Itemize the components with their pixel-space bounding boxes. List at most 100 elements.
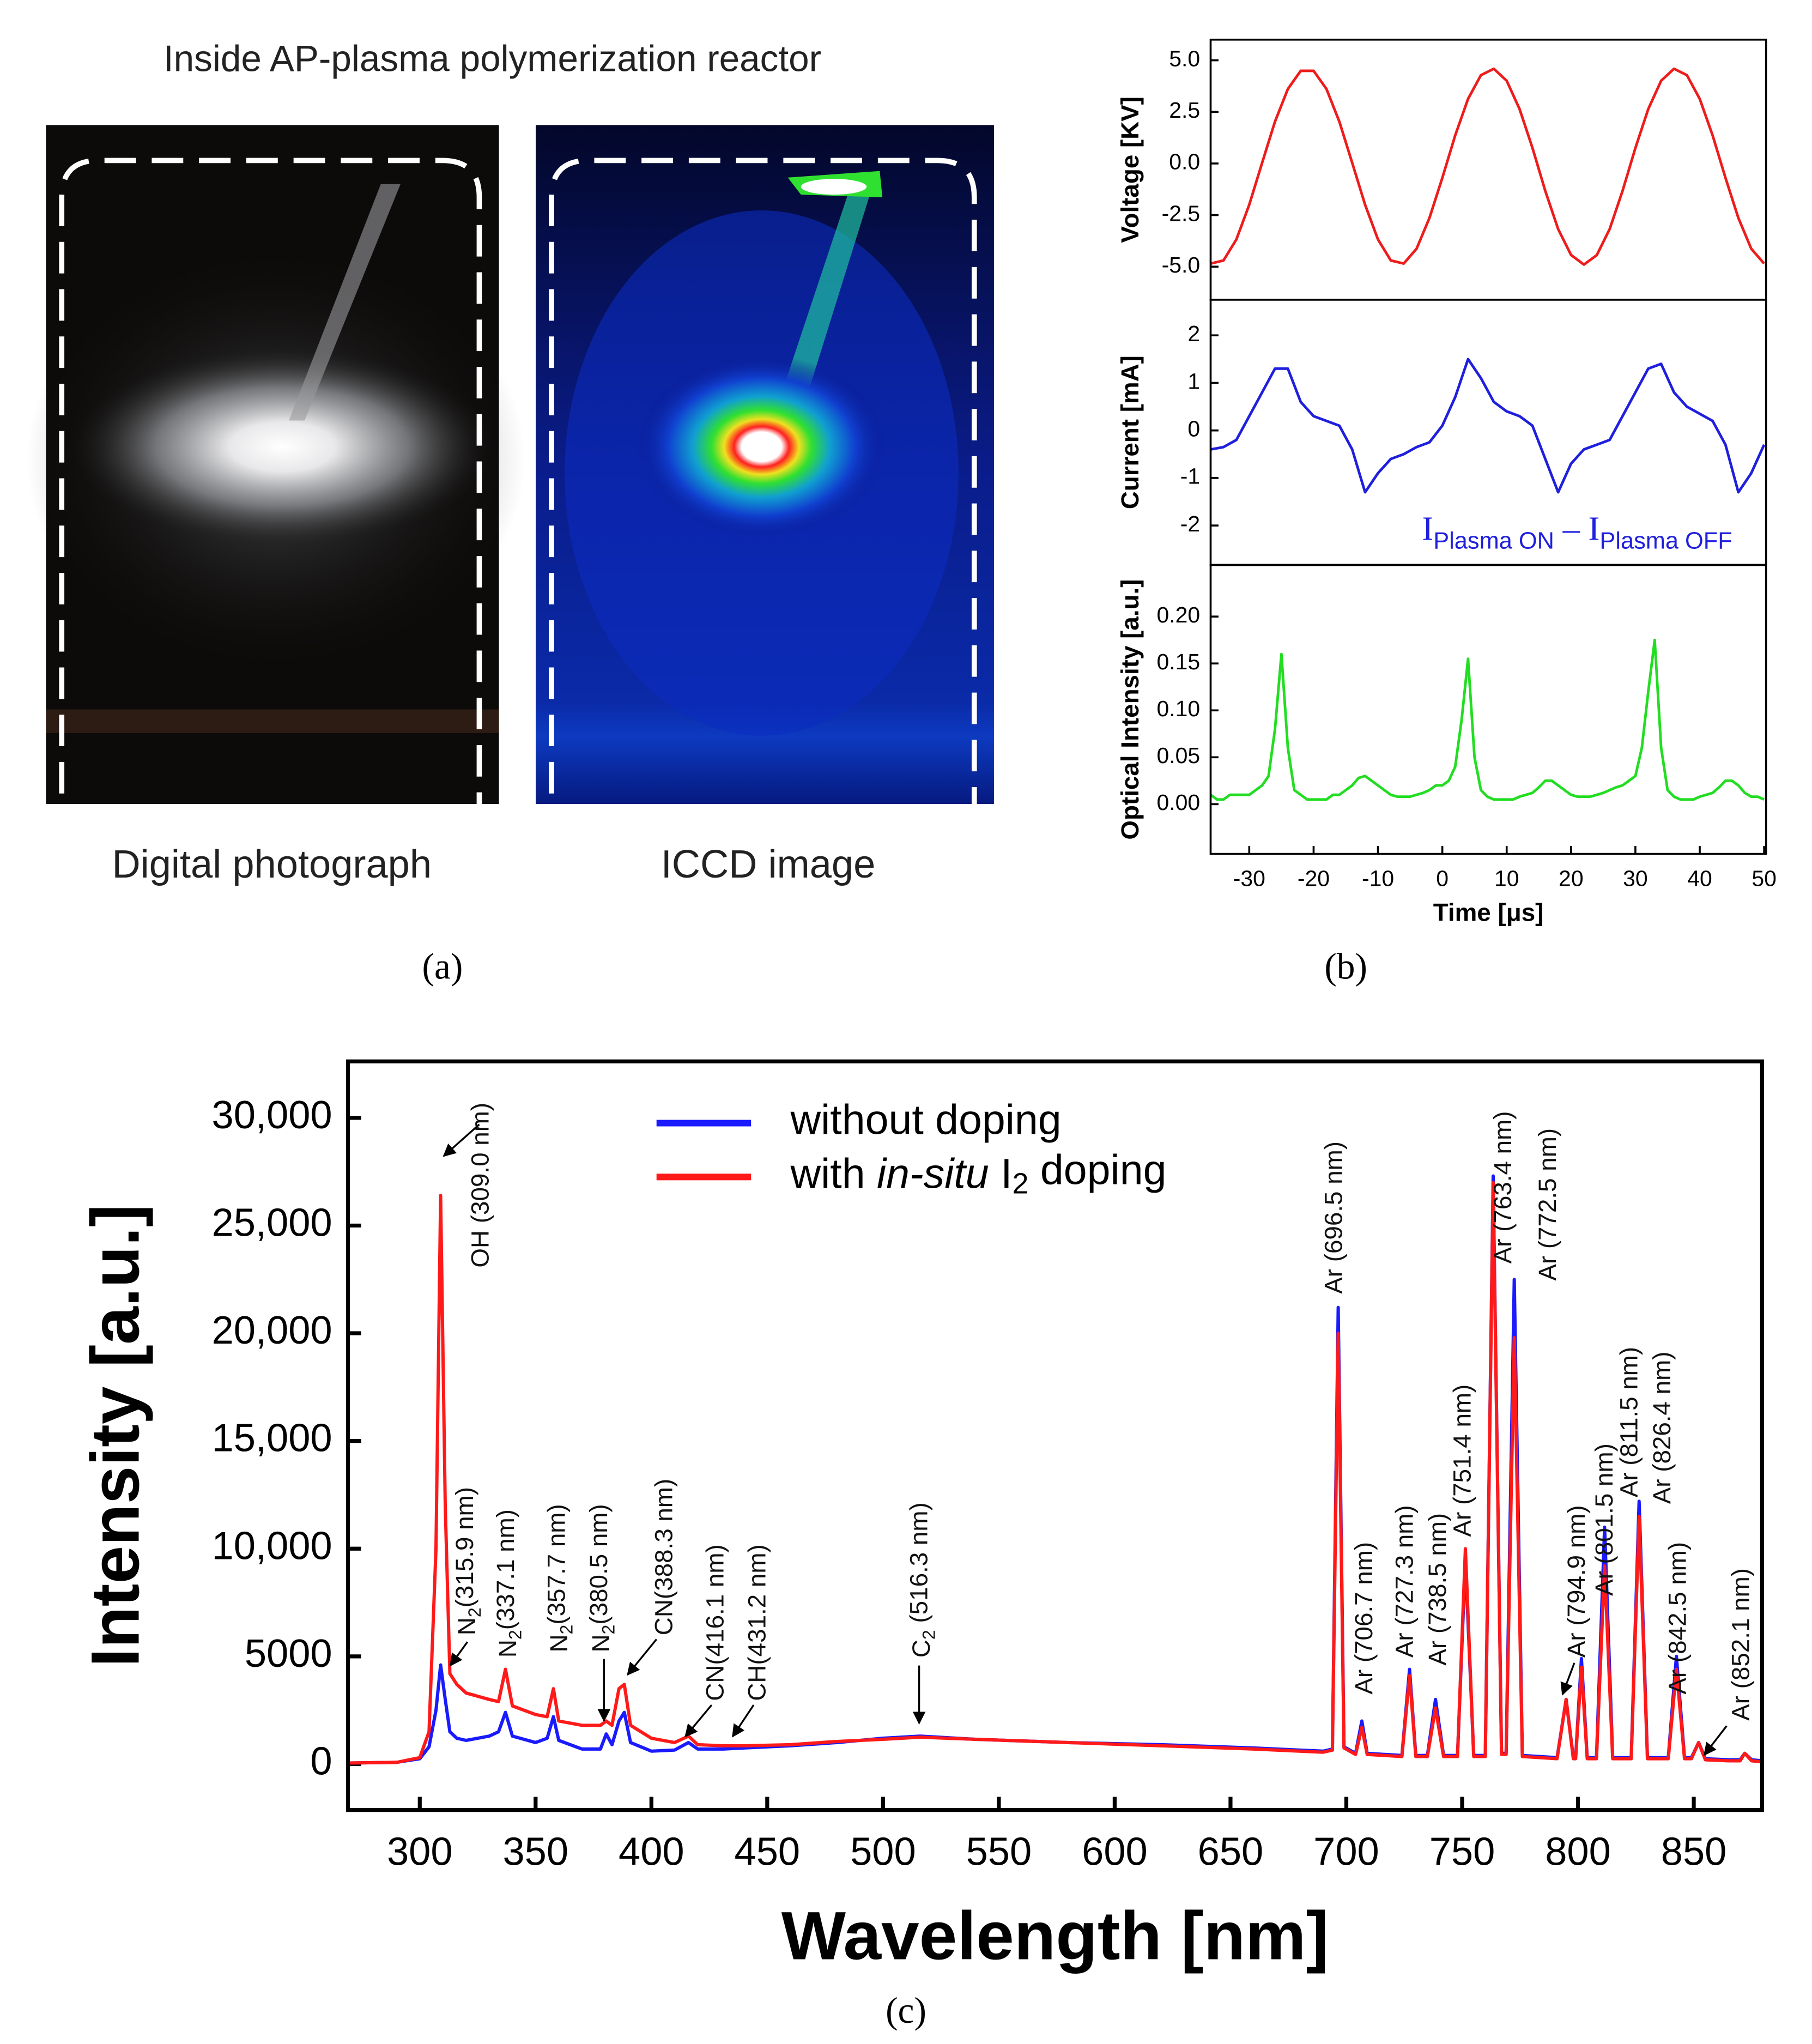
peak-label: Ar (763.4 nm) xyxy=(1489,1111,1517,1264)
y-tick-label: 10,000 xyxy=(212,1524,332,1568)
y-tick-label: 5000 xyxy=(245,1632,332,1676)
iccd-glow xyxy=(637,355,887,539)
peak-label: Ar (842.5 nm) xyxy=(1664,1542,1692,1695)
x-tick-label: 350 xyxy=(502,1830,568,1874)
peak-label: Ar (772.5 nm) xyxy=(1534,1128,1561,1281)
peak-label: Ar (811.5 nm) xyxy=(1615,1347,1643,1497)
peak-label: C2 (516.3 nm) xyxy=(905,1502,939,1658)
x-tick-label: 600 xyxy=(1082,1830,1148,1874)
chart: 0.20 0.15 0.10 0.05 0.00 -30 -20 -10 0 10 20 30 40 50… xyxy=(1116,564,1777,927)
y-tick-label: 0.20 xyxy=(1156,602,1200,627)
chart: 2 1 0 -1 -2 Current [mA] xyxy=(1116,299,1767,566)
peak-label: Ar (751.4 nm) xyxy=(1449,1384,1476,1537)
y-tick-label: 20,000 xyxy=(212,1309,332,1352)
x-tick-label: 500 xyxy=(850,1830,916,1874)
x-tick-label: 450 xyxy=(735,1830,801,1874)
x-tick-label: 0 xyxy=(1436,866,1449,891)
annotation-part: – xyxy=(1554,510,1589,548)
peak-label: Ar (738.5 nm) xyxy=(1423,1513,1451,1666)
peak-label: Ar (852.1 nm) xyxy=(1726,1568,1754,1721)
left-caption: Digital photograph xyxy=(112,843,432,886)
y-tick-label: 1 xyxy=(1187,368,1200,394)
y-axis-label: Optical Intensity [a.u.] xyxy=(1116,579,1144,840)
y-axis-label: Current [mA] xyxy=(1116,355,1144,509)
peak-arrow xyxy=(684,1704,713,1738)
panel-label: (b) xyxy=(1324,946,1367,987)
y-tick-label: 0.00 xyxy=(1156,790,1200,815)
plot-frame xyxy=(1209,299,1767,566)
y-tick-label: 2.5 xyxy=(1169,98,1200,123)
peak-label: Ar (826.4 nm) xyxy=(1648,1351,1676,1504)
y-tick-label: -2.5 xyxy=(1162,201,1201,226)
panel-a: Inside AP-plasma polymerization reactor … xyxy=(0,39,1051,987)
peak-label: Ar (794.9 nm) xyxy=(1562,1505,1590,1658)
x-tick-label: 400 xyxy=(619,1830,684,1874)
peak-label: CN(416.1 nm) xyxy=(701,1544,729,1701)
x-tick-label: 50 xyxy=(1752,866,1777,891)
x-tick-label: 550 xyxy=(966,1830,1032,1874)
chart: 0 5000 10,000 15,000 20,000 25,000 30,000 300 35… xyxy=(77,1059,1765,1974)
y-tick-label: 0 xyxy=(310,1740,332,1783)
x-tick-label: 10 xyxy=(1494,866,1519,891)
photo-rod xyxy=(289,184,401,421)
y-tick-label: 0.0 xyxy=(1169,149,1200,174)
peak-label: CH(431.2 nm) xyxy=(743,1544,771,1701)
y-tick-label: -2 xyxy=(1180,511,1200,536)
legend-label: with in-situ I2 doping xyxy=(790,1147,1166,1200)
x-tick-label: 40 xyxy=(1687,866,1712,891)
x-axis-label: Wavelength [nm] xyxy=(781,1898,1329,1974)
y-tick-label: 15,000 xyxy=(212,1417,332,1460)
plot-frame xyxy=(1209,564,1767,855)
y-axis-label: Voltage [KV] xyxy=(1116,96,1144,243)
right-caption: ICCD image xyxy=(661,843,876,886)
x-tick-label: 650 xyxy=(1198,1830,1264,1874)
y-tick-label: 5.0 xyxy=(1169,46,1200,71)
y-tick-label: 30,000 xyxy=(212,1093,332,1137)
peak-label: OH (309.0 nm) xyxy=(466,1103,494,1268)
legend-label: without doping xyxy=(790,1097,1061,1144)
peak-label: N2(337.1 nm) xyxy=(492,1509,525,1658)
photo-glow xyxy=(72,348,493,546)
reactor-outline xyxy=(59,158,482,841)
series-line xyxy=(1210,638,1765,801)
peak-label: N2(315.9 nm) xyxy=(451,1487,484,1635)
chart: 5.0 2.5 0.0 -2.5 -5.0 Voltage [KV] xyxy=(1116,38,1767,301)
y-tick-label: 0.15 xyxy=(1156,649,1200,674)
panel-label: (a) xyxy=(422,946,463,987)
x-axis-label: Time [μs] xyxy=(1433,899,1544,927)
series-line xyxy=(348,1181,1762,1765)
x-tick-label: 30 xyxy=(1623,866,1648,891)
peak-label: Ar (706.7 nm) xyxy=(1350,1542,1378,1695)
peak-arrow xyxy=(1703,1725,1728,1756)
peak-arrow xyxy=(443,1123,480,1157)
x-tick-label: 20 xyxy=(1559,866,1584,891)
peak-label: N2(380.5 nm) xyxy=(585,1504,619,1652)
x-tick-label: 750 xyxy=(1429,1830,1495,1874)
iccd-hot xyxy=(801,179,867,195)
peak-arrow xyxy=(732,1704,755,1738)
y-tick-label: -5.0 xyxy=(1162,252,1201,277)
reactor-outline xyxy=(549,158,977,841)
series-line xyxy=(1210,358,1766,494)
y-tick-label: 0.10 xyxy=(1156,696,1200,721)
y-tick-label: 0.05 xyxy=(1156,743,1200,768)
y-tick-label: 25,000 xyxy=(212,1201,332,1245)
peak-label: Ar (696.5 nm) xyxy=(1319,1141,1347,1294)
y-tick-label: 2 xyxy=(1187,321,1200,346)
annotation: IPlasma ON – IPlasma OFF xyxy=(1422,510,1732,554)
photo-mask xyxy=(0,804,1051,857)
peak-arrow xyxy=(450,1641,469,1667)
annotation-part: Plasma ON xyxy=(1433,528,1554,554)
peak-label: Ar (727.3 nm) xyxy=(1391,1505,1419,1658)
x-tick-label: 700 xyxy=(1313,1830,1379,1874)
y-axis-label: Intensity [a.u.] xyxy=(77,1204,154,1667)
peak-arrow xyxy=(627,1638,658,1676)
x-tick-label: 850 xyxy=(1661,1830,1727,1874)
panel-a-title: Inside AP-plasma polymerization reactor xyxy=(163,39,821,80)
panel-label: (c) xyxy=(886,1990,926,2031)
x-tick-label: -20 xyxy=(1298,866,1330,891)
y-tick-label: 0 xyxy=(1187,416,1200,441)
plot-frame xyxy=(346,1059,1765,1812)
annotation-part: I xyxy=(1589,510,1600,548)
